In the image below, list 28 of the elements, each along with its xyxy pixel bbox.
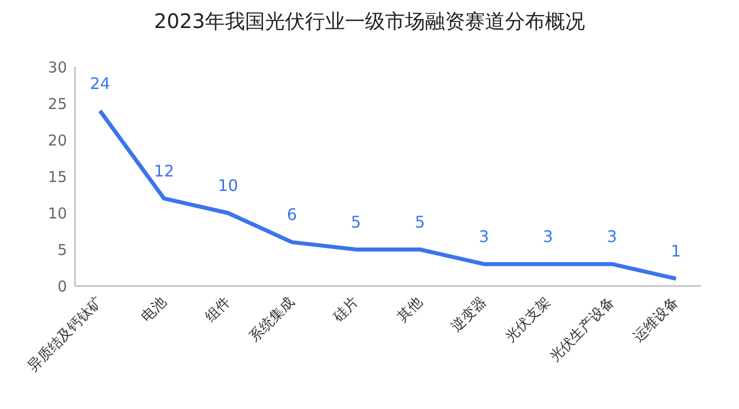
chart-title: 2023年我国光伏行业一级市场融资赛道分布概况: [153, 8, 586, 35]
x-tick-label: 光伏支架: [502, 294, 554, 346]
line-series: [98, 108, 678, 281]
data-label: 12: [154, 161, 174, 180]
y-tick-label: 5: [57, 240, 67, 259]
y-tick-label: 25: [48, 94, 67, 113]
x-tick-label: 系统集成: [246, 294, 298, 346]
y-tick-label: 10: [48, 204, 67, 222]
x-tick-label: 电池: [138, 294, 170, 326]
data-label: 24: [90, 74, 110, 93]
y-tick-label: 15: [48, 168, 67, 186]
y-tick-label: 30: [48, 58, 67, 76]
data-label: 3: [478, 227, 490, 246]
data-label: 5: [414, 212, 426, 232]
x-tick-label: 运维设备: [630, 294, 682, 346]
data-label: 1: [670, 242, 682, 261]
data-label: 10: [218, 176, 238, 195]
x-tick-label: 组件: [202, 294, 234, 326]
data-label: 3: [606, 227, 618, 246]
x-tick-label: 异质结及钙钛矿: [25, 294, 106, 375]
x-tick-label: 硅片: [330, 294, 362, 326]
data-label: 6: [286, 205, 298, 224]
y-tick-label: 20: [48, 131, 67, 150]
data-label: 5: [350, 212, 362, 232]
x-tick-label: 逆变器: [448, 294, 490, 336]
data-label: 3: [542, 227, 554, 246]
x-tick-label: 其他: [394, 294, 426, 326]
y-tick-label: 0: [57, 277, 67, 296]
